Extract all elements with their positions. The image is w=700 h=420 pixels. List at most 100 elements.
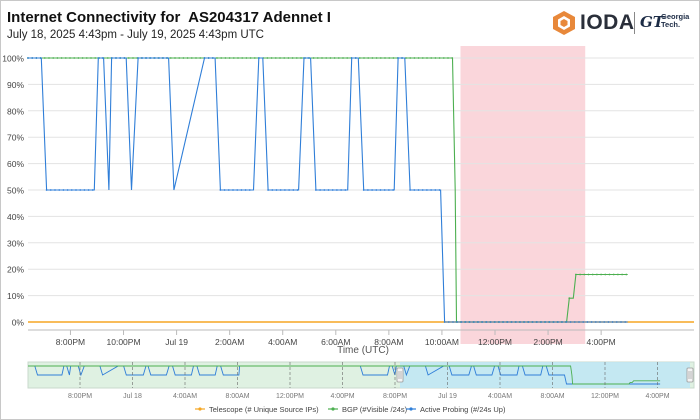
data-point	[434, 189, 437, 191]
data-point	[350, 57, 353, 59]
data-point	[612, 273, 615, 276]
data-point	[31, 57, 34, 59]
data-point	[510, 321, 513, 323]
data-point	[212, 57, 214, 59]
x-tick-label: 6:00AM	[321, 337, 350, 347]
data-point	[127, 57, 130, 59]
data-point	[266, 57, 269, 59]
x-tick-label: 8:00PM	[56, 337, 85, 347]
data-point	[52, 57, 55, 59]
data-point	[329, 57, 332, 59]
data-point	[392, 189, 394, 191]
data-point	[468, 321, 471, 323]
data-point	[473, 321, 475, 323]
data-point	[190, 57, 193, 59]
data-point	[315, 189, 317, 191]
y-tick-label: 20%	[7, 265, 24, 275]
data-point	[413, 57, 416, 59]
y-tick-label: 30%	[7, 238, 24, 248]
data-point	[216, 57, 218, 59]
data-point	[587, 273, 590, 276]
data-point	[578, 321, 580, 323]
data-point	[460, 321, 463, 323]
data-point	[405, 57, 407, 59]
data-point	[569, 321, 572, 323]
data-point	[442, 57, 445, 59]
legend-item-telescope[interactable]: Telescope (# Unique Source IPs)	[195, 405, 319, 414]
data-point	[506, 321, 509, 323]
data-point	[219, 189, 222, 191]
x-tick-label: 8:00AM	[374, 337, 403, 347]
data-point	[241, 57, 244, 59]
data-point	[417, 57, 420, 59]
data-point	[288, 189, 290, 191]
data-point	[608, 273, 611, 276]
georgia-tech-mark: GT	[640, 13, 664, 31]
x-tick-label: 4:00AM	[268, 337, 297, 347]
data-point	[253, 57, 256, 59]
legend-item-bgp[interactable]: BGP (#Visible /24s)	[328, 405, 408, 414]
data-point	[340, 189, 342, 191]
data-point	[594, 321, 597, 323]
legend: Telescope (# Unique Source IPs) BGP (#Vis…	[195, 405, 506, 414]
data-point	[625, 273, 628, 276]
data-point	[617, 273, 619, 276]
data-point	[519, 321, 522, 323]
data-point	[409, 189, 411, 191]
data-point	[64, 57, 67, 59]
data-point	[544, 321, 547, 323]
data-point	[75, 189, 77, 191]
data-point	[279, 57, 281, 59]
data-point	[621, 273, 623, 276]
data-point	[575, 273, 577, 276]
data-point	[224, 57, 227, 59]
data-point	[83, 189, 86, 191]
data-point	[434, 57, 437, 59]
data-point	[447, 57, 449, 59]
data-point	[582, 321, 585, 323]
data-point	[417, 189, 420, 191]
data-point	[579, 273, 581, 276]
data-point	[45, 189, 48, 191]
data-point	[388, 57, 391, 59]
data-point	[591, 273, 594, 276]
y-tick-label: 80%	[7, 106, 24, 116]
data-point	[275, 189, 278, 191]
data-point	[477, 321, 480, 323]
navigator-left-handle[interactable]	[396, 367, 404, 383]
data-point	[182, 57, 185, 59]
navigator-tick-label: Jul 18	[123, 393, 142, 400]
data-point	[599, 321, 601, 323]
data-point	[81, 57, 84, 59]
data-point	[274, 57, 277, 59]
data-point	[430, 189, 432, 191]
x-tick-label: 2:00PM	[533, 337, 562, 347]
legend-item-active-probing[interactable]: Active Probing (#/24s Up)	[406, 405, 506, 414]
x-tick-label: 10:00PM	[107, 337, 141, 347]
data-point	[527, 321, 530, 323]
data-point	[383, 189, 386, 191]
navigator-tick-label: 8:00AM	[225, 393, 249, 400]
data-point	[489, 321, 492, 323]
data-point	[596, 273, 598, 276]
legend-swatch-marker	[331, 407, 335, 411]
data-point	[114, 57, 117, 59]
data-point	[232, 189, 234, 191]
data-point	[300, 57, 302, 59]
data-point	[158, 57, 161, 59]
data-point	[94, 57, 97, 59]
data-point	[615, 321, 618, 323]
data-point	[344, 189, 347, 191]
data-point	[307, 57, 310, 59]
navigator-right-handle[interactable]	[686, 367, 694, 383]
navigator-tick-label: 4:00AM	[173, 393, 197, 400]
data-point	[336, 189, 338, 191]
data-point	[568, 297, 571, 300]
navigator[interactable]: 8:00PM Jul 18 4:00AM 8:00AM 12:00PM 4:00PM 8:0…	[27, 361, 695, 400]
legend-label: Active Probing (#/24s Up)	[420, 405, 506, 414]
logo-area: IODA GT Georgia Tech.	[550, 8, 695, 38]
data-point	[573, 321, 576, 323]
x-tick-label: Jul 19	[165, 337, 188, 347]
data-point	[379, 57, 382, 59]
